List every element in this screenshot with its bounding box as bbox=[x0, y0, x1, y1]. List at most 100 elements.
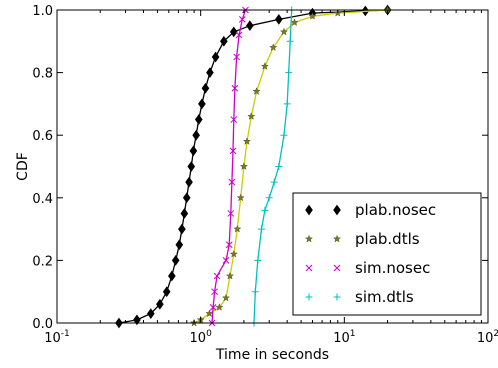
data-point bbox=[265, 194, 273, 202]
legend-marker bbox=[305, 293, 313, 301]
x-tick-label: 10-1 bbox=[44, 329, 70, 346]
legend: plab.nosec plab.dtls sim.nosec sim.dtls bbox=[292, 192, 482, 316]
data-point bbox=[211, 51, 220, 63]
data-point bbox=[185, 176, 193, 188]
data-point bbox=[229, 147, 237, 155]
legend-label: plab.dtls bbox=[355, 230, 420, 248]
series-line bbox=[253, 9, 293, 324]
data-point bbox=[279, 27, 289, 36]
data-point bbox=[283, 100, 291, 108]
legend-marker bbox=[304, 234, 314, 243]
data-point bbox=[228, 178, 236, 186]
data-point bbox=[229, 26, 238, 38]
data-point bbox=[308, 11, 317, 20]
data-point bbox=[222, 257, 230, 264]
data-point bbox=[238, 16, 246, 23]
data-point bbox=[168, 270, 176, 282]
legend-marker bbox=[333, 204, 341, 216]
data-point bbox=[175, 239, 184, 251]
data-point bbox=[230, 116, 238, 123]
data-point bbox=[242, 137, 252, 145]
data-point bbox=[171, 255, 180, 266]
data-point bbox=[209, 303, 217, 311]
y-tick-label: 1.0 bbox=[32, 4, 53, 19]
data-point bbox=[275, 14, 283, 25]
data-point bbox=[231, 84, 239, 92]
data-point bbox=[192, 129, 200, 141]
data-point bbox=[269, 43, 278, 52]
legend-marker bbox=[333, 293, 341, 301]
data-point bbox=[257, 225, 265, 233]
data-point bbox=[221, 293, 231, 302]
legend-item: sim.nosec bbox=[305, 259, 430, 277]
plot-frame bbox=[56, 9, 489, 324]
chart-marks bbox=[115, 4, 392, 329]
data-point bbox=[280, 131, 288, 139]
legend-marker bbox=[305, 204, 313, 216]
legend-label: sim.dtls bbox=[355, 288, 414, 306]
data-point bbox=[290, 18, 299, 27]
series-sim-dtls bbox=[250, 6, 296, 327]
data-point bbox=[187, 161, 196, 172]
data-point bbox=[235, 31, 243, 39]
data-point bbox=[147, 308, 155, 319]
x-tick-label: 101 bbox=[333, 329, 355, 346]
series-plab-dtls bbox=[189, 5, 392, 327]
legend-marker bbox=[332, 234, 342, 243]
legend-marker bbox=[333, 264, 341, 272]
data-point bbox=[229, 249, 238, 258]
data-point bbox=[236, 193, 245, 202]
legend-marker bbox=[305, 264, 313, 272]
data-point bbox=[285, 69, 293, 77]
data-point bbox=[213, 272, 221, 280]
legend-label: sim.nosec bbox=[355, 259, 430, 277]
data-point bbox=[270, 178, 278, 186]
data-point bbox=[260, 62, 270, 70]
data-point bbox=[194, 114, 203, 125]
data-point bbox=[156, 298, 164, 310]
y-tick-label: 0.2 bbox=[32, 254, 53, 269]
legend-item: plab.dtls bbox=[304, 230, 420, 248]
data-point bbox=[286, 37, 294, 45]
x-axis-title: Time in seconds bbox=[215, 347, 329, 363]
y-tick-label: 0.0 bbox=[32, 317, 53, 332]
data-point bbox=[215, 303, 224, 311]
data-point bbox=[233, 224, 242, 233]
data-point bbox=[225, 241, 233, 249]
data-point bbox=[275, 163, 283, 170]
data-point bbox=[220, 35, 228, 47]
data-point bbox=[206, 67, 214, 78]
y-tick-label: 0.6 bbox=[32, 129, 53, 144]
data-point bbox=[254, 256, 262, 264]
x-tick-label: 102 bbox=[477, 329, 498, 346]
series-plab-nosec bbox=[115, 4, 392, 329]
data-point bbox=[211, 288, 218, 296]
y-tick-label: 0.8 bbox=[32, 67, 53, 82]
legend-label: plab.nosec bbox=[355, 201, 436, 219]
data-point bbox=[227, 210, 235, 217]
data-point bbox=[246, 20, 254, 32]
data-point bbox=[180, 208, 189, 219]
data-point bbox=[239, 162, 249, 170]
y-axis-title: CDF bbox=[15, 152, 31, 181]
data-point bbox=[225, 271, 235, 280]
data-point bbox=[178, 223, 186, 235]
data-point bbox=[233, 53, 240, 61]
data-point bbox=[251, 288, 259, 296]
axis-ticks: 0.0 0.2 0.4 0.6 0.8 1.0 10-1 100 101 102 bbox=[32, 4, 498, 346]
data-point bbox=[198, 98, 206, 110]
data-point bbox=[201, 82, 210, 94]
data-point bbox=[133, 314, 141, 326]
data-point bbox=[261, 206, 269, 214]
x-tick-label: 100 bbox=[190, 329, 213, 346]
data-point bbox=[182, 192, 191, 204]
data-point bbox=[189, 145, 198, 157]
data-point bbox=[252, 87, 261, 95]
data-point bbox=[205, 309, 214, 318]
y-tick-label: 0.4 bbox=[32, 192, 53, 207]
data-point bbox=[162, 286, 171, 298]
data-point bbox=[247, 112, 256, 120]
legend-item: sim.dtls bbox=[305, 288, 414, 306]
legend-box bbox=[292, 192, 482, 316]
